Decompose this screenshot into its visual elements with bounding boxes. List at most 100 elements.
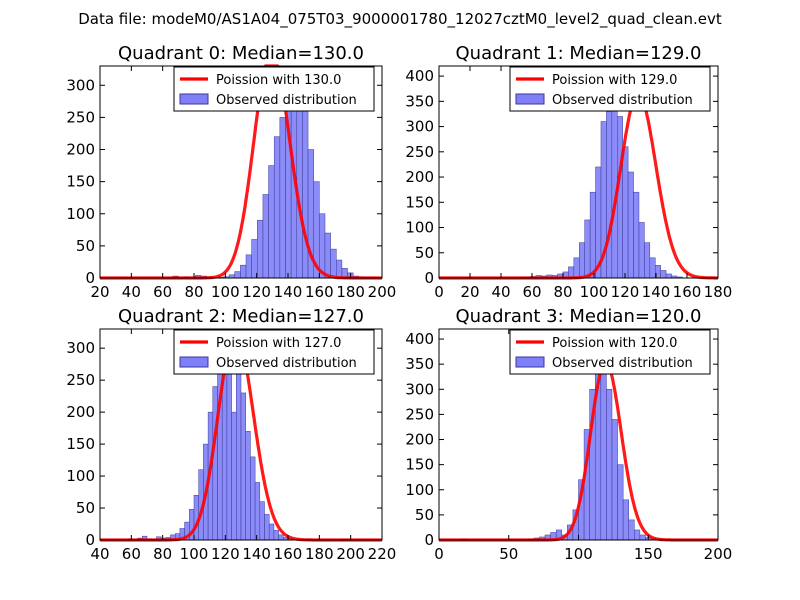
histogram-bar: [319, 213, 326, 279]
x-tick-label: 60: [153, 283, 172, 301]
y-tick-label: 300: [66, 76, 95, 94]
y-axis: 0 50 100 150 200 250 300 350 400: [405, 330, 718, 549]
histogram-bar: [573, 257, 580, 279]
histogram-bar: [622, 499, 629, 541]
histogram-bar: [268, 523, 275, 541]
histogram-bar: [627, 171, 634, 279]
y-tick-label: 300: [66, 339, 95, 357]
histogram: [461, 338, 669, 541]
legend: Poission with 130.0 Observed distribution: [173, 66, 375, 112]
legend-fit-label: Poission with 130.0: [216, 73, 341, 88]
x-tick-label: 100: [564, 545, 593, 563]
x-tick-label: 120: [242, 283, 271, 301]
histogram-bar: [644, 242, 651, 279]
histogram-bar: [264, 514, 270, 541]
y-axis: 0 50 100 150 200 250 300: [66, 339, 382, 549]
axes-frame: [99, 65, 383, 279]
y-tick-label: 150: [66, 435, 95, 453]
histogram-bar: [257, 219, 264, 279]
y-tick-label: 100: [66, 467, 95, 485]
y-tick-label: 50: [76, 237, 95, 255]
x-tick-label: 140: [642, 283, 671, 301]
x-axis: 0 50 100 150 200: [434, 329, 732, 563]
figure-suptitle: Data file: modeM0/AS1A04_075T03_90000017…: [78, 10, 722, 29]
histogram-bar: [251, 239, 258, 279]
x-tick-label: 60: [522, 283, 541, 301]
x-tick-label: 40: [491, 283, 510, 301]
histogram-bar: [236, 367, 242, 541]
panel-title: Quadrant 3: Median=120.0: [456, 306, 702, 327]
y-tick-label: 250: [66, 108, 95, 126]
histogram-bar: [617, 464, 624, 541]
y-tick-label: 200: [405, 431, 434, 449]
x-tick-label: 120: [611, 283, 640, 301]
poisson-fit-line: [438, 92, 719, 280]
legend-hist-label: Observed distribution: [216, 93, 357, 108]
x-tick-label: 0: [434, 545, 444, 563]
histogram-bar: [584, 219, 591, 279]
x-tick-label: 220: [368, 545, 397, 563]
histogram-bar: [273, 530, 279, 541]
histogram-bar: [330, 248, 337, 279]
histogram-bar: [268, 165, 275, 279]
histogram-bar: [622, 146, 629, 279]
y-tick-label: 100: [405, 219, 434, 237]
histogram-bar: [639, 534, 646, 541]
y-axis: 0 50 100 150 200 250 300 350 400: [405, 67, 718, 287]
x-tick-label: 80: [553, 283, 572, 301]
x-tick-label: 180: [305, 545, 334, 563]
histogram-bar: [649, 257, 656, 279]
histogram-bar: [634, 529, 641, 541]
histogram-bar: [579, 242, 585, 279]
histogram-bar: [240, 264, 247, 279]
histogram-bar: [231, 411, 237, 541]
y-tick-label: 300: [405, 118, 434, 136]
x-tick-label: 160: [305, 283, 334, 301]
histogram-bar: [262, 194, 269, 279]
legend: Poission with 120.0 Observed distribution: [509, 329, 711, 375]
histogram-bar: [336, 259, 343, 279]
histogram-bar: [633, 191, 640, 279]
histogram-bar: [279, 117, 286, 279]
panel-title: Quadrant 1: Median=129.0: [456, 43, 702, 64]
y-tick-label: 300: [405, 380, 434, 398]
x-axis: 0 20 40 60 80 100 120 140 160 180: [434, 66, 732, 301]
x-tick-label: 140: [274, 283, 303, 301]
histogram-bar: [606, 389, 613, 541]
axes-frame: [438, 65, 719, 279]
y-tick-label: 100: [66, 205, 95, 223]
y-tick-label: 250: [405, 143, 434, 161]
x-tick-label: 80: [184, 283, 203, 301]
histogram-bar: [245, 431, 251, 541]
x-tick-label: 200: [704, 545, 733, 563]
legend: Poission with 127.0 Observed distribution: [173, 329, 375, 375]
legend-hist-swatch: [179, 93, 209, 105]
x-tick-label: 40: [122, 283, 141, 301]
y-tick-label: 100: [405, 481, 434, 499]
legend-hist-swatch: [179, 356, 209, 368]
x-tick-label: 50: [499, 545, 518, 563]
histogram-bar: [589, 191, 596, 279]
quadrant-0-panel: Quadrant 0: Median=130.020 40 60 80 100 120 14…: [66, 43, 396, 301]
x-tick-label: 60: [122, 545, 141, 563]
y-tick-label: 200: [66, 141, 95, 159]
histogram-bar: [611, 419, 618, 541]
histogram-bar: [638, 222, 645, 279]
x-tick-label: 160: [274, 545, 303, 563]
x-axis: 20 40 60 80 100 120 140 160 180 200: [90, 66, 396, 301]
histogram-bar: [660, 270, 667, 279]
legend-hist-swatch: [515, 93, 545, 105]
histogram-bar: [278, 534, 284, 541]
histogram-bar: [212, 386, 218, 541]
y-tick-label: 0: [85, 269, 95, 287]
x-tick-label: 40: [90, 545, 109, 563]
y-axis: 0 50 100 150 200 250 300: [66, 76, 382, 287]
y-tick-label: 400: [405, 67, 434, 85]
histogram-bar: [302, 110, 309, 279]
histogram-bar: [226, 347, 232, 541]
quadrant-3-panel: Quadrant 3: Median=120.0 0 50 100 150 200 0 50 1…: [405, 306, 732, 563]
y-tick-label: 350: [405, 92, 434, 110]
axes-frame: [99, 328, 383, 541]
y-tick-label: 200: [405, 168, 434, 186]
histogram-bar: [245, 254, 252, 279]
